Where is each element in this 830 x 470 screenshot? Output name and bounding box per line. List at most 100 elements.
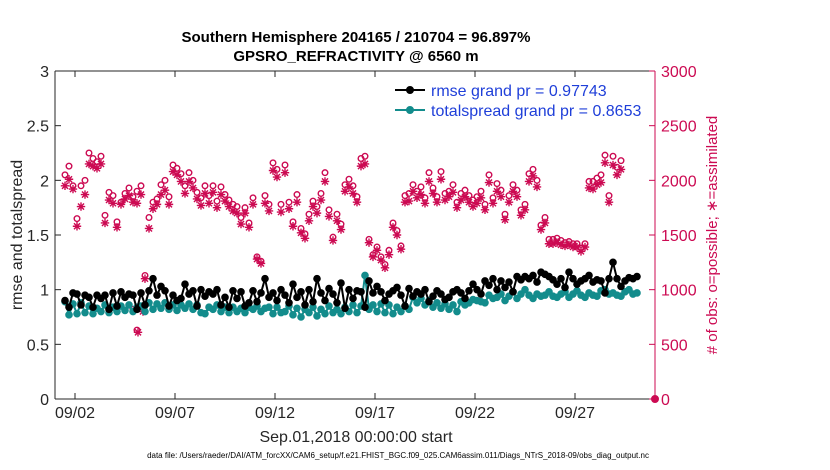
obs-assimilated-marker bbox=[552, 238, 562, 247]
obs-possible-marker bbox=[609, 152, 617, 160]
data-file-footnote: data file: /Users/raeder/DAI/ATM_forcXX/… bbox=[147, 451, 649, 460]
obs-assimilated-marker bbox=[264, 206, 274, 216]
obs-possible-marker bbox=[293, 191, 301, 199]
obs-assimilated-marker bbox=[124, 191, 134, 200]
y-tick-label-right: 2500 bbox=[661, 119, 697, 136]
rmse-point bbox=[245, 298, 253, 307]
obs-assimilated-marker bbox=[324, 212, 334, 221]
totalspread-point bbox=[433, 298, 441, 307]
obs-assimilated-marker bbox=[604, 198, 614, 207]
obs-assimilated-marker bbox=[588, 184, 598, 194]
totalspread-point bbox=[361, 271, 369, 280]
obs-assimilated-marker bbox=[412, 193, 422, 203]
obs-assimilated-marker bbox=[392, 230, 402, 240]
rmse-point bbox=[421, 285, 429, 294]
obs-assimilated-marker bbox=[116, 200, 126, 209]
rmse-point bbox=[161, 286, 169, 295]
obs-assimilated-marker bbox=[336, 225, 346, 234]
obs-assimilated-marker bbox=[288, 222, 298, 231]
rmse-point bbox=[469, 280, 477, 289]
rmse-point bbox=[345, 285, 353, 294]
x-tick-label: 09/27 bbox=[555, 405, 595, 422]
obs-assimilated-marker bbox=[508, 187, 518, 196]
rmse-point bbox=[105, 305, 113, 314]
rmse-point bbox=[465, 286, 473, 295]
obs-assimilated-marker bbox=[64, 175, 74, 184]
obs-assimilated-marker bbox=[344, 182, 354, 192]
plot-background bbox=[55, 71, 655, 399]
obs-assimilated-marker bbox=[380, 263, 390, 272]
obs-possible-marker bbox=[345, 175, 353, 183]
rmse-point bbox=[285, 298, 293, 307]
rmse-point bbox=[329, 290, 337, 298]
x-tick-label: 09/12 bbox=[255, 405, 295, 422]
obs-assimilated-marker bbox=[388, 223, 398, 232]
totalspread-point bbox=[65, 311, 73, 319]
rmse-point bbox=[133, 305, 141, 314]
obs-assimilated-marker bbox=[352, 198, 362, 207]
obs-possible-marker bbox=[361, 152, 369, 160]
obs-assimilated-marker bbox=[452, 203, 462, 212]
obs-possible-marker bbox=[597, 171, 605, 179]
y-tick-label-left: 1 bbox=[40, 283, 49, 300]
y-tick-label-left: 2 bbox=[40, 173, 49, 190]
obs-possible-marker bbox=[181, 182, 189, 190]
obs-assimilated-marker bbox=[296, 228, 306, 238]
obs-possible-marker bbox=[485, 171, 493, 179]
legend: rmse grand pr = 0.97743 totalspread grand… bbox=[395, 83, 641, 120]
obs-assimilated-marker bbox=[76, 202, 86, 211]
obs-assimilated-marker bbox=[616, 165, 626, 174]
obs-possible-marker bbox=[145, 214, 153, 222]
rmse-point bbox=[365, 277, 373, 285]
obs-possible-marker bbox=[269, 159, 277, 167]
obs-assimilated-marker bbox=[232, 208, 242, 218]
y-tick-label-right: 1000 bbox=[661, 283, 697, 300]
obs-assimilated-marker bbox=[148, 204, 158, 213]
obs-assimilated-marker bbox=[464, 198, 474, 207]
rmse-point bbox=[293, 293, 301, 302]
obs-assimilated-marker bbox=[416, 190, 426, 199]
rmse-point bbox=[193, 302, 201, 310]
obs-assimilated-marker bbox=[612, 170, 622, 180]
obs-assimilated-marker bbox=[136, 190, 146, 199]
obs-possible-marker bbox=[281, 161, 289, 169]
rmse-point bbox=[325, 284, 333, 293]
rmse-point bbox=[169, 291, 177, 299]
totalspread-point bbox=[149, 305, 157, 314]
x-axis-label: Sep.01,2018 00:00:00 start bbox=[259, 429, 453, 446]
obs-assimilated-marker bbox=[484, 178, 494, 187]
obs-assimilated-marker bbox=[244, 223, 254, 232]
obs-possible-marker bbox=[85, 149, 93, 157]
obs-assimilated-marker bbox=[128, 198, 138, 207]
rmse-point bbox=[493, 285, 501, 294]
rmse-point bbox=[313, 274, 321, 283]
rmse-point bbox=[297, 288, 305, 296]
y-tick-label-left: 1.5 bbox=[27, 228, 49, 245]
obs-assimilated-marker bbox=[228, 206, 238, 216]
rmse-point bbox=[189, 286, 197, 295]
rmse-point bbox=[369, 289, 377, 297]
obs-assimilated-marker bbox=[328, 236, 338, 245]
obs-assimilated-marker bbox=[256, 259, 266, 268]
obs-assimilated-marker bbox=[572, 242, 582, 252]
totalspread-point bbox=[373, 307, 381, 316]
totalspread-point bbox=[201, 309, 209, 318]
rmse-point bbox=[249, 286, 257, 295]
rmse-point bbox=[445, 293, 453, 302]
chart-title-line2: GPSRO_REFRACTIVITY @ 6560 m bbox=[233, 48, 478, 65]
rmse-point bbox=[145, 286, 153, 295]
obs-assimilated-marker bbox=[368, 252, 378, 262]
obs-possible-marker bbox=[321, 169, 329, 177]
obs-assimilated-marker bbox=[540, 218, 550, 228]
y-axis-label-left: rmse and totalspread bbox=[9, 160, 26, 310]
obs-assimilated-marker bbox=[164, 200, 174, 209]
obs-assimilated-marker bbox=[504, 198, 514, 207]
obs-assimilated-marker bbox=[84, 159, 94, 169]
rmse-point bbox=[321, 296, 329, 305]
obs-assimilated-marker bbox=[216, 190, 226, 199]
obs-possible-marker bbox=[185, 169, 193, 177]
rmse-point bbox=[217, 301, 225, 309]
obs-possible-marker bbox=[601, 151, 609, 159]
obs-assimilated-marker bbox=[584, 183, 594, 193]
rmse-point bbox=[221, 293, 229, 302]
